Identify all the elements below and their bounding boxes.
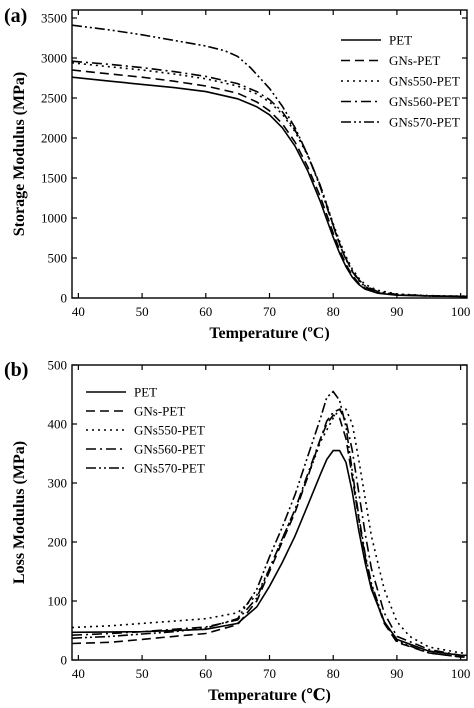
legend-label-gns570-pet: GNs570-PET [389, 115, 460, 130]
series-line-gns-pet [72, 69, 467, 298]
series-line-gns560-pet [72, 408, 467, 657]
x-tick-label: 80 [327, 304, 340, 319]
y-tick-label: 0 [61, 291, 68, 306]
series-line-gns570-pet [72, 390, 467, 658]
x-tick-label: 70 [263, 666, 276, 681]
legend: PET GNs-PET GNs550-PET GNs560-PET GNs570-PET [86, 385, 205, 476]
x-tick-label: 50 [136, 666, 149, 681]
x-tick-label: 90 [390, 304, 403, 319]
x-tick-label: 100 [451, 304, 471, 319]
x-tick-label: 60 [199, 304, 212, 319]
x-tick-label: 60 [199, 666, 212, 681]
series-line-pet [72, 449, 467, 657]
legend-label-gns550-pet: GNs550-PET [134, 423, 205, 438]
x-axis-title: Temperature (℃) [208, 687, 331, 704]
x-tick-label: 40 [72, 666, 85, 681]
y-axis-title: Storage Modulus (MPa) [11, 72, 28, 236]
legend-label-gns570-pet: GNs570-PET [134, 461, 205, 476]
series-line-gns570-pet [72, 24, 467, 298]
panel-label: (b) [4, 359, 28, 381]
series-line-gns560-pet [72, 60, 467, 297]
y-tick-label: 300 [48, 476, 68, 491]
y-axis-title: Loss Modulus (MPa) [11, 441, 28, 584]
x-axis-title: Temperature (ºC) [209, 325, 329, 342]
legend-label-gns-pet: GNs-PET [134, 404, 185, 419]
y-tick-label: 100 [48, 594, 68, 609]
x-tick-label: 50 [136, 304, 149, 319]
x-tick-label: 70 [263, 304, 276, 319]
legend-label-gns560-pet: GNs560-PET [134, 442, 205, 457]
x-tick-label: 100 [451, 666, 471, 681]
y-tick-label: 2500 [41, 91, 67, 106]
y-tick-label: 200 [48, 535, 68, 550]
y-tick-label: 3000 [41, 51, 67, 66]
plot-frame [71, 364, 468, 661]
series-line-gns550-pet [72, 408, 467, 654]
x-tick-label: 80 [327, 666, 340, 681]
legend-label-gns550-pet: GNs550-PET [389, 74, 460, 89]
y-tick-label: 0 [61, 653, 68, 668]
y-tick-label: 1000 [41, 211, 67, 226]
legend-label-gns560-pet: GNs560-PET [389, 94, 460, 109]
y-tick-label: 2000 [41, 131, 67, 146]
legend-label-pet: PET [134, 385, 157, 400]
panel-label: (a) [4, 5, 27, 27]
x-tick-label: 40 [72, 304, 85, 319]
series-line-gns-pet [72, 414, 467, 658]
legend-label-gns-pet: GNs-PET [389, 53, 440, 68]
y-tick-label: 3500 [41, 11, 67, 26]
storage-modulus-chart: (a)40 50 60 70 80 90 1000500100015002000250030… [4, 5, 470, 342]
legend: PET GNs-PET GNs550-PET GNs560-PET GNs570-PET [341, 33, 460, 130]
y-tick-label: 400 [48, 417, 68, 432]
legend-label-pet: PET [389, 33, 412, 48]
y-tick-label: 500 [48, 251, 68, 266]
loss-modulus-chart: (b) 40 50 60 70 80 90 100 0 100 200 300 400 500 Temper… [4, 358, 470, 705]
y-tick-label: 1500 [41, 171, 67, 186]
x-tick-label: 90 [390, 666, 403, 681]
y-tick-label: 500 [48, 358, 68, 373]
